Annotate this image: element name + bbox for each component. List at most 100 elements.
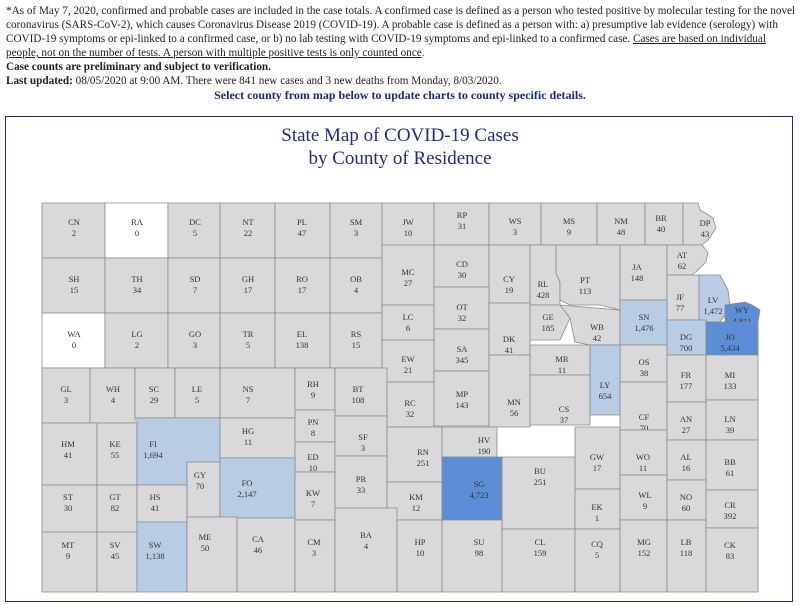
county-ms[interactable]: MS9 [540,202,598,246]
county-shape[interactable] [441,519,503,593]
county-shape[interactable] [386,426,443,483]
county-rh[interactable]: RH9 [294,367,336,411]
county-ra[interactable]: RA0 [104,202,169,259]
county-le[interactable]: LE5 [174,367,221,419]
county-shape[interactable] [619,244,668,301]
county-lc[interactable]: LC6 [381,304,435,341]
county-shape[interactable] [236,517,296,593]
county-kw[interactable]: KW7 [294,471,336,521]
county-sn[interactable]: SN1,476 [619,299,668,346]
county-sm[interactable]: SM3 [329,202,383,259]
county-ns[interactable]: NS7 [219,367,296,419]
county-shape[interactable] [219,417,296,459]
county-mt[interactable]: MT9 [41,531,98,593]
county-sf[interactable]: SF3 [334,415,388,457]
county-ek[interactable]: EK1 [574,488,621,530]
county-shape[interactable] [488,354,531,428]
county-shape[interactable] [186,516,238,593]
county-fo[interactable]: FO2,147 [219,457,296,519]
county-ba[interactable]: BA4 [334,507,398,593]
county-sw[interactable]: SW1,138 [136,521,188,593]
county-go[interactable]: GO3 [167,312,221,369]
county-cm[interactable]: CM3 [294,519,336,593]
county-shape[interactable] [441,456,503,521]
county-gl[interactable]: GL3 [41,367,91,424]
county-shape[interactable] [705,527,759,593]
county-cn[interactable]: CN2 [41,202,106,259]
county-dc[interactable]: DC5 [167,202,221,259]
county-wh[interactable]: WH4 [89,367,136,424]
county-wl[interactable]: WL9 [619,474,668,521]
county-wa[interactable]: WA0 [41,312,106,369]
county-sd[interactable]: SD7 [167,257,221,314]
county-jo[interactable]: JO5,434 [705,321,759,356]
county-cq[interactable]: CQ5 [574,528,621,593]
county-ob[interactable]: OB4 [329,257,383,314]
county-shape[interactable] [219,457,296,519]
county-tr[interactable]: TR5 [219,312,276,369]
